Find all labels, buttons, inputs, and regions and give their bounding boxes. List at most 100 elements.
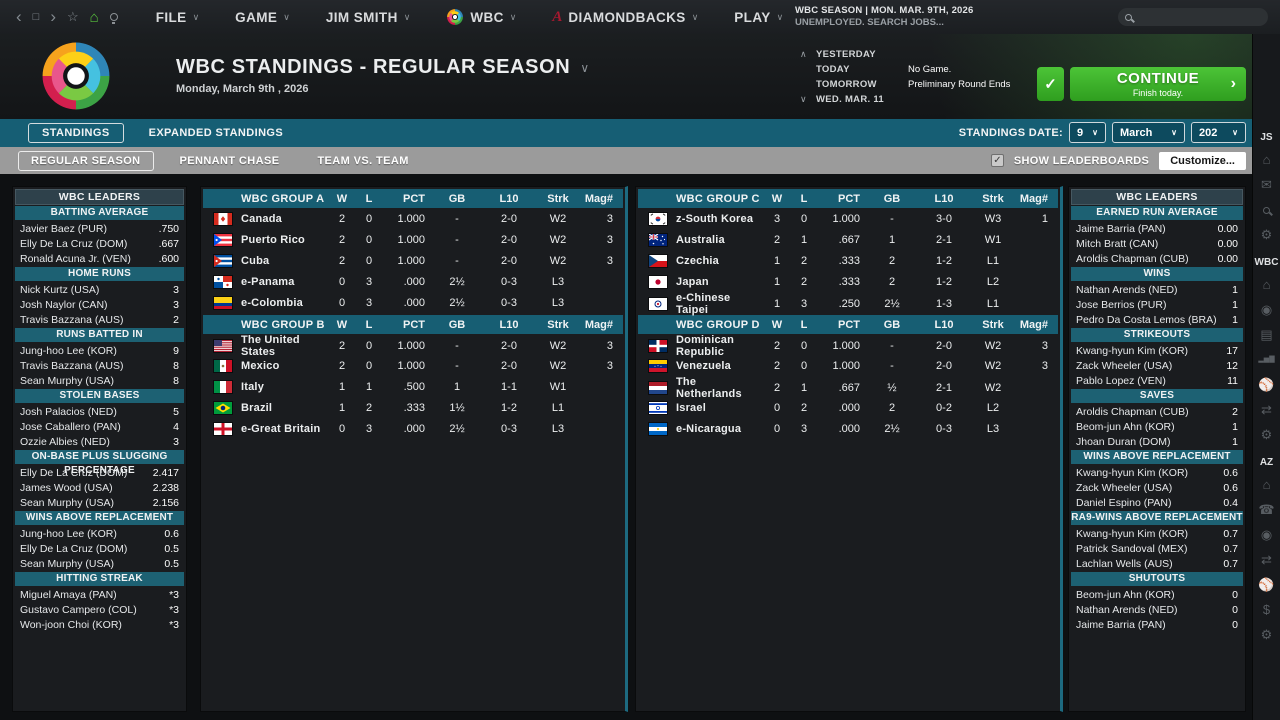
leader-row[interactable]: Jhoan Duran (DOM) 1 <box>1069 434 1245 449</box>
back-icon[interactable]: ‹ <box>16 7 22 26</box>
transactions-icon[interactable]: ⇄ <box>1261 552 1272 567</box>
status-employment[interactable]: UNEMPLOYED. SEARCH JOBS... <box>795 17 944 28</box>
continue-button[interactable]: CONTINUE Finish today. › <box>1070 67 1246 101</box>
lightbulb-icon[interactable] <box>109 13 118 24</box>
leader-row[interactable]: Pedro Da Costa Lemos (BRA) 1 <box>1069 312 1245 327</box>
leader-row[interactable]: Kwang-hyun Kim (KOR) 17 <box>1069 343 1245 358</box>
leader-row[interactable]: Zack Wheeler (USA) 0.6 <box>1069 480 1245 495</box>
team-row-australia[interactable]: Australia 2 1 .667 1 2-1 W1 <box>638 229 1058 250</box>
team-row-italy[interactable]: Italy 1 1 .500 1 1-1 W1 <box>203 376 623 397</box>
home-icon[interactable]: ⌂ <box>1262 152 1271 167</box>
leader-row[interactable]: Jaime Barria (PAN) 0.00 <box>1069 221 1245 236</box>
map-pin-icon[interactable]: ◉ <box>1260 302 1273 317</box>
gear-icon[interactable]: ⚙ <box>1260 427 1273 442</box>
team-row-mexico[interactable]: Mexico 2 0 1.000 - 2-0 W2 3 <box>203 355 623 376</box>
transactions-icon[interactable]: ⇄ <box>1261 402 1272 417</box>
mail-icon[interactable]: ✉ <box>1261 177 1272 192</box>
team-row-venezuela[interactable]: Venezuela 2 0 1.000 - 2-0 W2 3 <box>638 355 1058 376</box>
leader-row[interactable]: Mitch Bratt (CAN) 0.00 <box>1069 236 1245 251</box>
home-icon[interactable]: ⌂ <box>1262 477 1271 492</box>
team-row-the-united-states[interactable]: The United States 2 0 1.000 - 2-0 W2 3 <box>203 334 623 358</box>
map-pin-icon[interactable]: ◉ <box>1260 527 1273 542</box>
team-row-israel[interactable]: Israel 0 2 .000 2 0-2 L2 <box>638 397 1058 418</box>
menu-game[interactable]: GAME ∨ <box>235 10 290 25</box>
leader-row[interactable]: Elly De La Cruz (DOM) .667 <box>13 236 186 251</box>
search-icon[interactable] <box>1263 203 1270 216</box>
team-row-canada[interactable]: Canada 2 0 1.000 - 2-0 W2 3 <box>203 208 623 229</box>
leader-row[interactable]: Nathan Arends (NED) 1 <box>1069 282 1245 297</box>
search-box[interactable] <box>1118 8 1268 26</box>
leader-row[interactable]: Gustavo Campero (COL) *3 <box>13 602 186 617</box>
team-row-puerto-rico[interactable]: Puerto Rico 2 0 1.000 - 2-0 W2 3 <box>203 229 623 250</box>
leader-row[interactable]: Ronald Acuna Jr. (VEN) .600 <box>13 251 186 266</box>
menu-file[interactable]: FILE ∨ <box>156 10 199 25</box>
window-icon[interactable]: □ <box>32 11 40 23</box>
team-row-japan[interactable]: Japan 1 2 .333 2 1-2 L2 <box>638 271 1058 292</box>
menu-diamondbacks[interactable]: A DIAMONDBACKS ∨ <box>552 9 698 26</box>
team-row-brazil[interactable]: Brazil 1 2 .333 1½ 1-2 L1 <box>203 397 623 418</box>
menu-play[interactable]: PLAY ∨ <box>734 10 783 25</box>
team-row-z-south-korea[interactable]: z-South Korea 3 0 1.000 - 3-0 W3 1 <box>638 208 1058 229</box>
team-row-czechia[interactable]: Czechia 1 2 .333 2 1-2 L1 <box>638 250 1058 271</box>
leader-row[interactable]: Kwang-hyun Kim (KOR) 0.6 <box>1069 465 1245 480</box>
leader-row[interactable]: Nathan Arends (NED) 0 <box>1069 602 1245 617</box>
leader-row[interactable]: Sean Murphy (USA) 8 <box>13 373 186 388</box>
star-icon[interactable]: ☆ <box>67 9 79 24</box>
leader-row[interactable]: Elly De La Cruz (DOM) 2.417 <box>13 465 186 480</box>
menu-wbc[interactable]: WBC ∨ <box>446 8 516 26</box>
leader-row[interactable]: Miguel Amaya (PAN) *3 <box>13 587 186 602</box>
team-row-e-colombia[interactable]: e-Colombia 0 3 .000 2½ 0-3 L3 <box>203 292 623 313</box>
leader-row[interactable]: Sean Murphy (USA) 2.156 <box>13 495 186 510</box>
leader-row[interactable]: Travis Bazzana (AUS) 2 <box>13 312 186 327</box>
leader-row[interactable]: Josh Palacios (NED) 5 <box>13 404 186 419</box>
gear-icon[interactable]: ⚙ <box>1260 227 1273 242</box>
subtab-team-vs-team[interactable]: TEAM VS. TEAM <box>317 154 409 167</box>
leader-row[interactable]: Josh Naylor (CAN) 3 <box>13 297 186 312</box>
title-dropdown-icon[interactable]: ∨ <box>580 60 590 75</box>
year-dropdown[interactable]: 202 ∨ <box>1191 122 1246 143</box>
confirm-check-button[interactable]: ✓ <box>1037 67 1064 101</box>
team-row-cuba[interactable]: Cuba 2 0 1.000 - 2-0 W2 3 <box>203 250 623 271</box>
team-row-the-netherlands[interactable]: The Netherlands 2 1 .667 ½ 2-1 W2 <box>638 376 1058 400</box>
leader-row[interactable]: Aroldis Chapman (CUB) 2 <box>1069 404 1245 419</box>
leader-row[interactable]: Kwang-hyun Kim (KOR) 0.7 <box>1069 526 1245 541</box>
leader-row[interactable]: Zack Wheeler (USA) 12 <box>1069 358 1245 373</box>
schedule-down-icon[interactable]: ∨ <box>800 94 807 104</box>
forward-icon[interactable]: › <box>50 7 56 26</box>
show-leaderboards-checkbox[interactable]: ✓ <box>990 154 1004 167</box>
home-icon[interactable]: ⌂ <box>1262 277 1271 292</box>
bar-chart-icon[interactable]: ▂▅▇ <box>1258 356 1275 363</box>
month-dropdown[interactable]: March ∨ <box>1112 122 1185 143</box>
team-row-dominican-republic[interactable]: Dominican Republic 2 0 1.000 - 2-0 W2 3 <box>638 334 1058 358</box>
leader-row[interactable]: Beom-jun Ahn (KOR) 1 <box>1069 419 1245 434</box>
leader-row[interactable]: Jung-hoo Lee (KOR) 9 <box>13 343 186 358</box>
team-row-e-panama[interactable]: e-Panama 0 3 .000 2½ 0-3 L3 <box>203 271 623 292</box>
leader-row[interactable]: Elly De La Cruz (DOM) 0.5 <box>13 541 186 556</box>
team-row-e-great-britain[interactable]: e-Great Britain 0 3 .000 2½ 0-3 L3 <box>203 418 623 439</box>
baseball-icon[interactable]: ⚾ <box>1258 577 1275 592</box>
leader-row[interactable]: Javier Baez (PUR) .750 <box>13 221 186 236</box>
leader-row[interactable]: Travis Bazzana (AUS) 8 <box>13 358 186 373</box>
day-dropdown[interactable]: 9 ∨ <box>1069 122 1106 143</box>
leader-row[interactable]: James Wood (USA) 2.238 <box>13 480 186 495</box>
dollar-icon[interactable]: $ <box>1262 602 1271 617</box>
gear-icon[interactable]: ⚙ <box>1260 627 1273 642</box>
leader-row[interactable]: Won-joon Choi (KOR) *3 <box>13 617 186 632</box>
schedule-up-icon[interactable]: ∧ <box>800 49 807 59</box>
leader-row[interactable]: Daniel Espino (PAN) 0.4 <box>1069 495 1245 510</box>
team-row-e-nicaragua[interactable]: e-Nicaragua 0 3 .000 2½ 0-3 L3 <box>638 418 1058 439</box>
tab-standings[interactable]: STANDINGS <box>28 123 124 143</box>
leader-row[interactable]: Jose Caballero (PAN) 4 <box>13 419 186 434</box>
id-card-icon[interactable]: ▤ <box>1260 327 1273 342</box>
menu-jim-smith[interactable]: JIM SMITH ∨ <box>326 10 410 25</box>
subtab-pennant-chase[interactable]: PENNANT CHASE <box>179 154 280 167</box>
leader-row[interactable]: Jose Berrios (PUR) 1 <box>1069 297 1245 312</box>
home-icon[interactable]: ⌂ <box>89 8 99 26</box>
leader-row[interactable]: Aroldis Chapman (CUB) 0.00 <box>1069 251 1245 266</box>
leader-row[interactable]: Jung-hoo Lee (KOR) 0.6 <box>13 526 186 541</box>
leader-row[interactable]: Lachlan Wells (AUS) 0.7 <box>1069 556 1245 571</box>
leader-row[interactable]: Pablo Lopez (VEN) 11 <box>1069 373 1245 388</box>
baseball-icon[interactable]: ⚾ <box>1258 377 1275 392</box>
leader-row[interactable]: Beom-jun Ahn (KOR) 0 <box>1069 587 1245 602</box>
leader-row[interactable]: Patrick Sandoval (MEX) 0.7 <box>1069 541 1245 556</box>
